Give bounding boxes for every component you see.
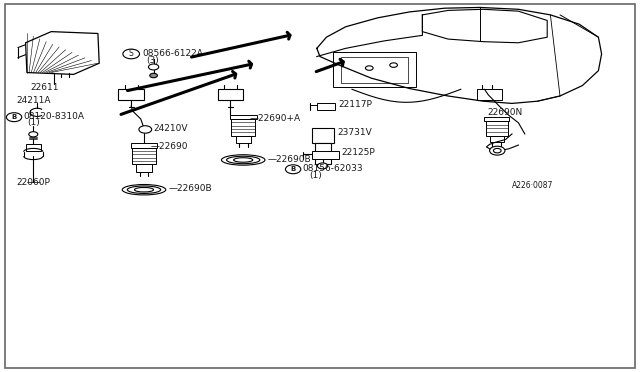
Text: (3): (3) <box>146 56 159 65</box>
Ellipse shape <box>122 185 166 195</box>
Ellipse shape <box>127 186 161 193</box>
Circle shape <box>148 64 159 70</box>
Text: 22125P: 22125P <box>342 148 376 157</box>
Circle shape <box>139 126 152 133</box>
Circle shape <box>390 63 397 67</box>
Text: (1): (1) <box>309 171 322 180</box>
Text: (1): (1) <box>27 118 40 127</box>
Bar <box>230 115 257 119</box>
Circle shape <box>150 73 157 78</box>
Text: —22690: —22690 <box>150 142 188 151</box>
Bar <box>236 136 251 143</box>
Text: —22690B: —22690B <box>168 185 212 193</box>
Bar <box>312 151 339 159</box>
Bar <box>132 148 156 164</box>
Ellipse shape <box>227 156 260 164</box>
Bar <box>486 121 508 136</box>
Bar <box>218 89 243 100</box>
Bar <box>118 89 144 100</box>
Bar <box>131 143 157 148</box>
Text: 22690N: 22690N <box>488 108 523 117</box>
Text: S: S <box>129 49 134 58</box>
Circle shape <box>123 49 140 59</box>
Ellipse shape <box>134 187 154 192</box>
Text: 22060P: 22060P <box>16 178 50 187</box>
Text: B: B <box>291 166 296 172</box>
Text: 08120-8310A: 08120-8310A <box>24 112 84 121</box>
Bar <box>26 144 41 151</box>
Text: 22611: 22611 <box>31 83 60 92</box>
Bar <box>484 117 509 121</box>
Bar <box>333 52 416 87</box>
Circle shape <box>365 66 373 70</box>
Text: 24210V: 24210V <box>154 124 188 133</box>
Bar <box>341 57 408 83</box>
Bar <box>477 89 502 100</box>
Polygon shape <box>26 32 99 74</box>
Text: 24211A: 24211A <box>16 96 51 105</box>
Ellipse shape <box>221 155 265 165</box>
Text: 08156-62033: 08156-62033 <box>303 164 364 173</box>
Circle shape <box>317 163 328 169</box>
Text: 22117P: 22117P <box>338 100 372 109</box>
Text: A226·0087: A226·0087 <box>512 182 554 190</box>
Bar <box>315 143 331 164</box>
Circle shape <box>29 132 38 137</box>
Bar <box>490 136 504 142</box>
Circle shape <box>493 148 501 153</box>
Text: 08566-6122A: 08566-6122A <box>142 49 203 58</box>
Circle shape <box>285 165 301 174</box>
Text: —22690B: —22690B <box>268 155 311 164</box>
Ellipse shape <box>234 158 253 162</box>
Circle shape <box>490 146 505 155</box>
Text: —22690+A: —22690+A <box>250 114 301 123</box>
Bar <box>312 128 334 143</box>
Circle shape <box>6 113 22 122</box>
Bar <box>317 103 335 110</box>
Bar <box>231 119 255 136</box>
Text: B: B <box>12 114 17 120</box>
Text: 23731V: 23731V <box>337 128 372 137</box>
Bar <box>136 164 152 172</box>
